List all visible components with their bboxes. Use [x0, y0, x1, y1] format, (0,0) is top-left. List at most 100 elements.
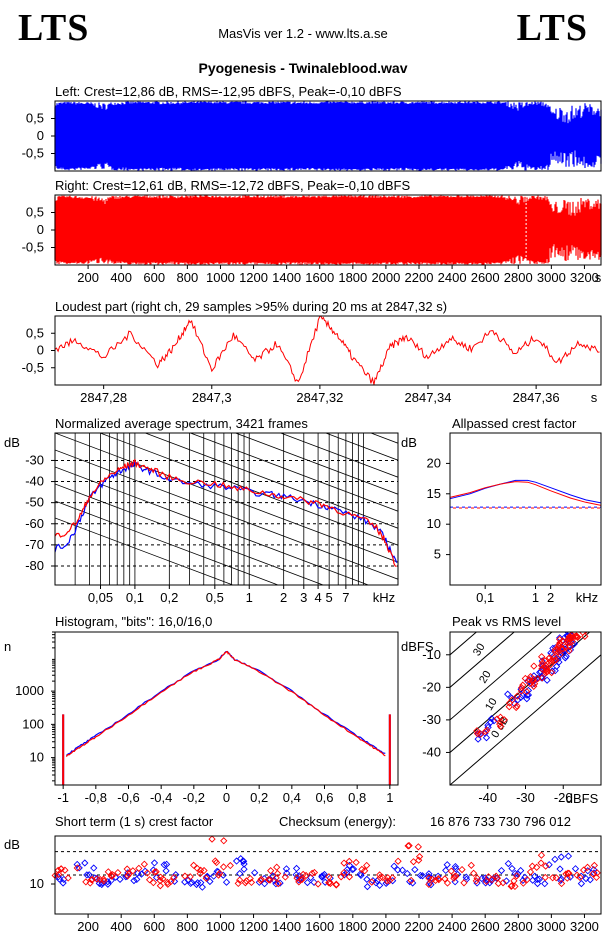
crest-point-right: [114, 868, 122, 877]
crest-point-right: [310, 868, 319, 877]
crest-point-right: [314, 880, 322, 888]
crest-point-right: [220, 837, 228, 845]
crest-ylabel: dB: [4, 837, 20, 852]
crest-point-right: [579, 866, 588, 874]
crest-point-left: [134, 869, 142, 877]
crest-point-right: [308, 869, 316, 877]
spectrum-x-tick-label: 4: [314, 590, 321, 605]
loudest-frame: [54, 315, 602, 386]
crest-point-right: [293, 874, 301, 882]
loudest-series: [54, 315, 600, 385]
crest-point-right: [208, 835, 216, 843]
crest-point-right: [415, 856, 423, 864]
loudest-x-tick-label: 2847,34: [405, 390, 452, 405]
crest-point-right: [267, 867, 275, 875]
right-x-unit: s: [595, 270, 602, 285]
peak-rms-y-tick-label: -20: [422, 679, 441, 694]
spectrum-slopes: [55, 433, 398, 585]
crest-point-left: [292, 864, 301, 873]
peak-rms-point-right: [550, 653, 558, 662]
peak-rms-x-tick-label: -40: [478, 790, 497, 805]
allpassed-x-tick-label: 1: [532, 590, 539, 605]
crest-point-right: [226, 861, 234, 870]
crest-point-left: [357, 871, 365, 879]
crest-point-left: [222, 878, 231, 886]
crest-point-left: [343, 868, 351, 877]
peak-rms-point-right: [538, 653, 546, 661]
peak-rms-point-right: [556, 650, 564, 659]
crest-point-right: [340, 868, 348, 877]
crest-point-right: [593, 869, 601, 877]
right-x-tick-label: 600: [143, 270, 165, 285]
right-x-tick-label: 400: [110, 270, 132, 285]
crest-point-left: [535, 875, 544, 883]
peak-rms-point-left: [504, 690, 512, 698]
histogram-title: Histogram, "bits": 16,0/16,0: [55, 614, 212, 629]
charts-layer: Left: Crest=12,86 dB, RMS=-12,95 dBFS, P…: [4, 84, 602, 934]
crest-point-right: [407, 876, 415, 885]
right-y-tick-label: -0,5: [22, 240, 44, 255]
right-x-tick-label: 800: [177, 270, 199, 285]
allpassed-y-tick-label: 20: [427, 455, 441, 470]
peak-rms-point-right: [547, 668, 556, 677]
crest-point-left: [443, 861, 451, 869]
crest-point-right: [129, 867, 137, 875]
crest-point-right: [460, 879, 468, 887]
peak-rms-point-left: [523, 691, 531, 699]
peak-rms-point-right: [541, 663, 549, 671]
crest-point-left: [130, 876, 138, 885]
crest-point-right: [345, 857, 353, 866]
loudest-x-tick-label: 2847,28: [80, 390, 127, 405]
crest-point-left: [504, 859, 512, 868]
spectrum-slope-line: [55, 483, 325, 585]
crest-point-left: [83, 871, 91, 879]
crest-point-left: [508, 864, 516, 873]
crest-point-left: [533, 879, 542, 888]
peak-rms-point-right: [513, 702, 521, 710]
peak-rms-point-left: [538, 673, 546, 681]
crest-point-left: [236, 869, 244, 878]
peak-rms-point-left: [474, 735, 482, 743]
peak-rms-point-right: [580, 632, 581, 633]
spectrum-y-tick-label: -70: [25, 537, 44, 552]
peak-rms-point-left: [490, 717, 498, 725]
peak-rms-y-tick-label: -10: [422, 647, 441, 662]
spectrum-frame: [54, 432, 399, 586]
histogram-x-tick-label: 0,4: [283, 790, 301, 805]
peak-rms-diagonal: [450, 654, 601, 785]
crest-point-right: [107, 872, 115, 880]
peak-rms-point-right: [496, 720, 504, 728]
crest-point-left: [356, 870, 365, 878]
peak-rms-point-right: [534, 675, 542, 683]
peak-rms-point-right: [505, 703, 513, 711]
crest-point-left: [310, 878, 318, 886]
crest-point-left: [345, 861, 354, 870]
spectrum-series-right: [55, 458, 397, 567]
crest-x-tick-label: 2200: [405, 919, 434, 934]
peak-rms-point-right: [559, 645, 567, 653]
crest-x-tick-label: 1400: [272, 919, 301, 934]
peak-rms-diagonal-label: 0 dB: [489, 715, 511, 741]
crest-point-right: [415, 852, 424, 861]
crest-point-left: [319, 871, 327, 880]
crest-point-left: [577, 879, 586, 888]
crest-x-tick-label: 600: [143, 919, 165, 934]
crest-point-left: [107, 876, 115, 885]
crest-point-right: [450, 873, 459, 881]
crest-point-left: [462, 873, 470, 881]
crest-x-tick-label: 2600: [471, 919, 500, 934]
crest-point-right: [273, 863, 281, 871]
crest-point-left: [55, 875, 64, 883]
crest-point-left: [427, 881, 435, 889]
loudest-y-tick-label: 0: [37, 343, 44, 358]
crest-point-right: [443, 879, 452, 887]
spectrum-x-tick-label: 3: [300, 590, 307, 605]
crest-point-left: [160, 861, 168, 869]
crest-point-left: [187, 879, 195, 888]
allpassed-x-tick-label: 0,1: [476, 590, 494, 605]
peak-rms-point-right: [568, 637, 576, 646]
loudest-y-tick-label: -0,5: [22, 360, 44, 375]
peak-rms-point-right: [546, 660, 555, 669]
histogram-x-tick-label: 1: [386, 790, 393, 805]
crest-point-right: [214, 871, 223, 879]
